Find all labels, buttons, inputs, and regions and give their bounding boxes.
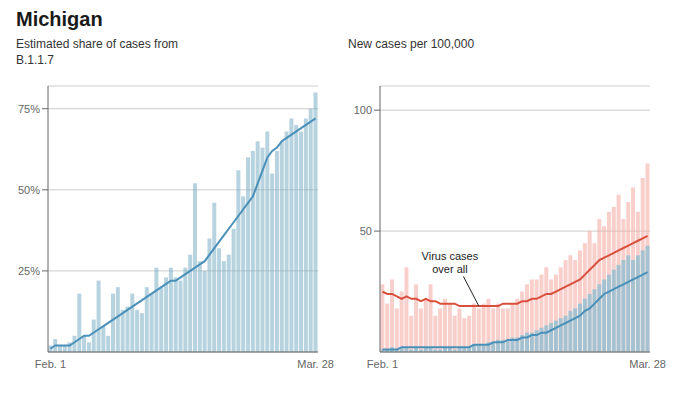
svg-text:50%: 50% bbox=[18, 184, 40, 196]
svg-text:100: 100 bbox=[354, 104, 372, 116]
svg-text:Feb. 1: Feb. 1 bbox=[35, 358, 66, 370]
svg-text:50: 50 bbox=[360, 225, 372, 237]
svg-text:Mar. 28: Mar. 28 bbox=[629, 358, 666, 370]
svg-text:Virus casesover all: Virus casesover all bbox=[422, 250, 479, 275]
html-text:Estimated share of cases from: Estimated share of cases from bbox=[16, 37, 179, 51]
html-text:Michigan: Michigan bbox=[16, 8, 103, 30]
html-text:New cases per 100,000: New cases per 100,000 bbox=[348, 37, 475, 51]
html-text:B.1.1.7: B.1.1.7 bbox=[16, 53, 54, 67]
svg-text:25%: 25% bbox=[18, 265, 40, 277]
svg-text:Mar. 28: Mar. 28 bbox=[297, 358, 334, 370]
svg-text:75%: 75% bbox=[18, 103, 40, 115]
svg-text:Feb. 1: Feb. 1 bbox=[367, 358, 398, 370]
